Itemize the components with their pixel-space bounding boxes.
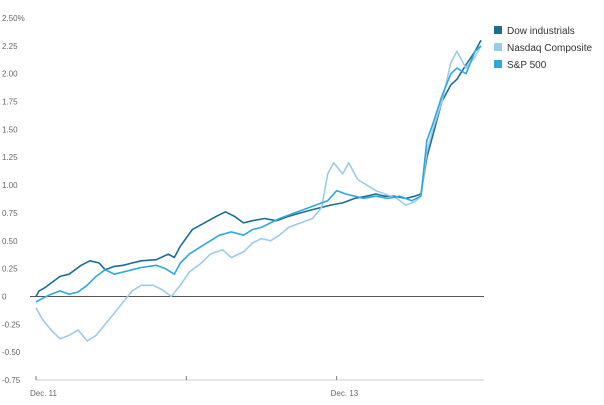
legend-swatch <box>494 60 502 68</box>
y-tick-label: 1.00 <box>2 181 18 190</box>
y-axis-labels: 2.50% 2.25 2.00 1.75 1.50 1.25 1.00 0.75 0.50 0.2… <box>2 14 25 385</box>
series-line-s-p-500 <box>35 45 482 303</box>
y-tick-label: 2.00 <box>2 70 18 79</box>
y-tick-label: 2.25 <box>2 42 18 51</box>
legend-label: S&P 500 <box>507 60 547 71</box>
y-tick-label: 0.50 <box>2 237 18 246</box>
legend-swatch <box>494 43 502 51</box>
y-tick-label: -0.25 <box>2 320 21 329</box>
x-axis: Dec. 11 Dec. 13 <box>30 376 484 398</box>
y-tick-label: 1.25 <box>2 153 18 162</box>
legend-label: Dow industrials <box>507 26 575 37</box>
x-tick-label: Dec. 13 <box>331 389 359 398</box>
y-tick-label: 1.75 <box>2 98 18 107</box>
y-tick-label: -0.50 <box>2 348 21 357</box>
y-tick-label: 0 <box>2 292 7 301</box>
x-tick-label: Dec. 11 <box>30 389 58 398</box>
y-tick-label: -0.75 <box>2 376 21 385</box>
y-tick-label: 2.50% <box>2 14 25 23</box>
y-tick-label: 1.50 <box>2 125 18 134</box>
series-line-dow-industrials <box>35 39 482 297</box>
y-tick-label: 0.25 <box>2 265 18 274</box>
y-tick-label: 0.75 <box>2 209 18 218</box>
legend-label: Nasdaq Composite <box>507 43 592 54</box>
legend: Dow industrials Nasdaq Composite S&P 500 <box>494 26 592 71</box>
legend-swatch <box>494 26 502 34</box>
series-lines <box>35 39 482 342</box>
